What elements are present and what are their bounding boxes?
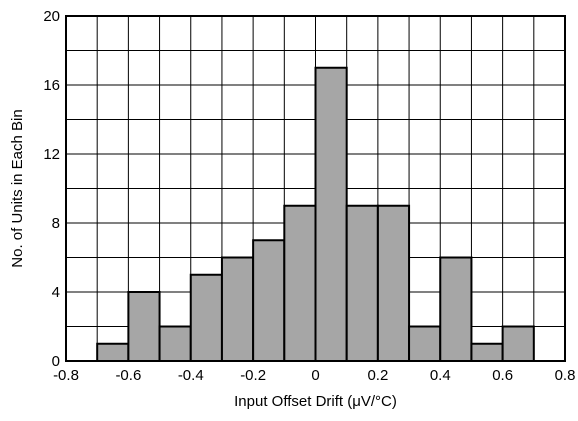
x-tick-label: 0.2 xyxy=(367,367,388,384)
y-tick-label: 8 xyxy=(52,215,60,232)
bars xyxy=(96,66,535,362)
x-tick-label: -0.4 xyxy=(178,367,204,384)
y-axis-label: No. of Units in Each Bin xyxy=(9,109,26,267)
y-tick-label: 12 xyxy=(43,146,60,163)
y-tick-label: 16 xyxy=(43,77,60,94)
histogram-bar xyxy=(283,204,317,362)
plot-border xyxy=(65,15,566,362)
plot-frame xyxy=(65,15,566,362)
histogram-bar xyxy=(252,239,286,362)
histogram-bar xyxy=(345,204,379,362)
histogram-bar xyxy=(96,342,130,362)
histogram-bar xyxy=(189,273,223,362)
x-tick-label: 0 xyxy=(311,367,319,384)
histogram-bar xyxy=(220,256,255,362)
histogram-bar xyxy=(439,256,473,362)
y-tick-label: 4 xyxy=(52,284,60,301)
x-tick-label: -0.2 xyxy=(240,367,266,384)
x-tick-labels: -0.8 -0.6 -0.4 -0.2 0 0.2 0.4 0.6 0.8 xyxy=(53,367,575,384)
x-tick-label: 0.6 xyxy=(492,367,513,384)
histogram-bar xyxy=(501,325,535,362)
y-tick-labels: 0 4 8 12 16 20 xyxy=(43,8,60,370)
histogram-bar xyxy=(470,342,504,362)
histogram-bar xyxy=(408,325,442,362)
x-tick-label: 0.8 xyxy=(555,367,576,384)
y-tick-label: 0 xyxy=(52,353,60,370)
y-tick-label: 20 xyxy=(43,8,60,25)
x-tick-label: -0.8 xyxy=(53,367,79,384)
x-tick-label: 0.4 xyxy=(430,367,451,384)
x-tick-label: -0.6 xyxy=(115,367,141,384)
histogram-bar xyxy=(158,325,192,362)
histogram-bar xyxy=(376,204,411,362)
histogram-bar xyxy=(314,66,348,362)
x-axis-label: Input Offset Drift (μV/°C) xyxy=(234,393,397,410)
histogram-bar xyxy=(127,291,161,362)
